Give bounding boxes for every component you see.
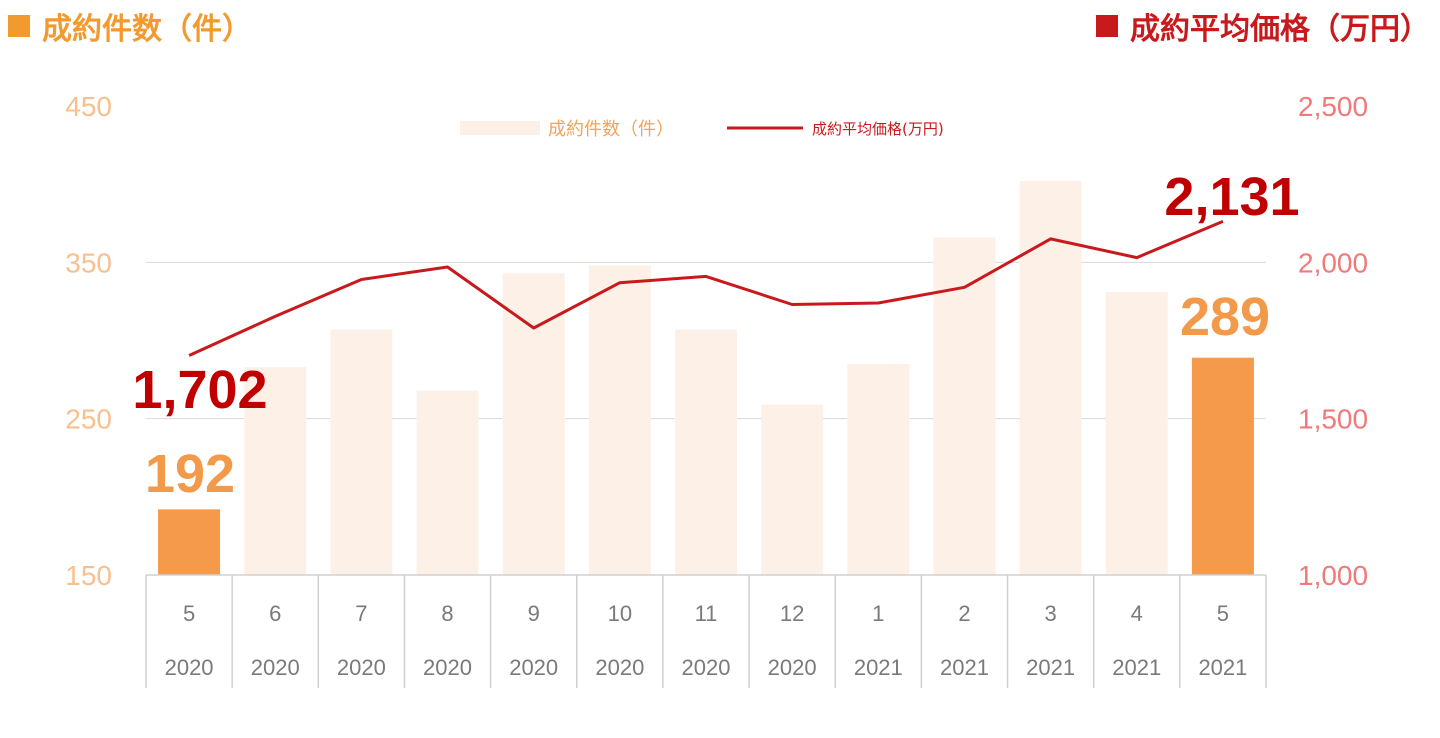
bar — [158, 509, 221, 575]
data-labels: 192 289 1,702 2,131 — [132, 167, 1299, 504]
x-tick-month: 10 — [608, 601, 632, 626]
x-tick-month: 5 — [183, 601, 195, 626]
x-tick-month: 7 — [355, 601, 367, 626]
x-tick-month: 3 — [1044, 601, 1056, 626]
bar-series — [158, 181, 1254, 576]
bar — [933, 237, 996, 575]
x-tick-year: 2020 — [337, 655, 386, 680]
left-axis-tick: 250 — [65, 404, 112, 435]
legend: 成約件数（件） 成約平均価格(万円) — [460, 119, 944, 140]
x-tick-year: 2020 — [165, 655, 214, 680]
x-tick-month: 12 — [780, 601, 804, 626]
bar — [847, 363, 910, 575]
left-axis-title-text: 成約件数（件） — [42, 12, 252, 47]
x-tick-year: 2020 — [251, 655, 300, 680]
bar — [761, 404, 824, 575]
bar — [1105, 292, 1168, 575]
price-square-icon — [1096, 15, 1118, 37]
left-axis-tick: 450 — [65, 91, 112, 122]
right-axis-tick: 1,000 — [1298, 560, 1368, 591]
count-square-icon — [8, 15, 30, 37]
bar — [330, 329, 393, 575]
bar — [1191, 357, 1254, 575]
x-tick-year: 2021 — [940, 655, 989, 680]
bar — [502, 273, 565, 575]
x-tick-month: 11 — [695, 601, 718, 626]
x-tick-month: 2 — [958, 601, 970, 626]
legend-bar-swatch — [460, 121, 540, 135]
x-tick-year: 2021 — [1026, 655, 1075, 680]
right-axis-title: 成約平均価格（万円） — [1096, 4, 1430, 48]
x-tick-year: 2021 — [854, 655, 903, 680]
x-tick-year: 2020 — [595, 655, 644, 680]
data-label-price-first: 1,702 — [132, 360, 267, 420]
bar — [588, 265, 651, 575]
x-tick-month: 1 — [872, 601, 884, 626]
legend-price-label: 成約平均価格(万円) — [812, 120, 944, 138]
right-axis-tick: 2,500 — [1298, 91, 1368, 122]
x-tick-year: 2021 — [1112, 655, 1161, 680]
left-axis-tick: 350 — [65, 247, 112, 278]
left-axis-tick: 150 — [65, 560, 112, 591]
legend-count-label: 成約件数（件） — [548, 119, 674, 140]
x-tick-month: 5 — [1217, 601, 1229, 626]
data-label-count-first: 192 — [145, 444, 235, 504]
bar — [675, 329, 737, 575]
x-tick-year: 2020 — [509, 655, 558, 680]
x-tick-year: 2021 — [1198, 655, 1247, 680]
x-tick-month: 9 — [528, 601, 540, 626]
data-label-price-last: 2,131 — [1164, 167, 1299, 227]
line-series — [188, 220, 1224, 357]
right-axis-title-text: 成約平均価格（万円） — [1130, 12, 1430, 47]
x-tick-month: 6 — [269, 601, 281, 626]
left-axis-title: 成約件数（件） — [8, 4, 252, 48]
axes: 5202062020720208202092020102020112020122… — [65, 91, 1368, 688]
bar — [1019, 181, 1082, 576]
x-tick-year: 2020 — [423, 655, 472, 680]
bar — [244, 367, 307, 575]
data-label-count-last: 289 — [1180, 287, 1270, 347]
x-tick-month: 8 — [441, 601, 453, 626]
x-tick-year: 2020 — [768, 655, 817, 680]
bar — [416, 390, 479, 575]
x-tick-month: 4 — [1131, 601, 1143, 626]
right-axis-tick: 1,500 — [1298, 404, 1368, 435]
x-tick-year: 2020 — [682, 655, 731, 680]
right-axis-tick: 2,000 — [1298, 247, 1368, 278]
